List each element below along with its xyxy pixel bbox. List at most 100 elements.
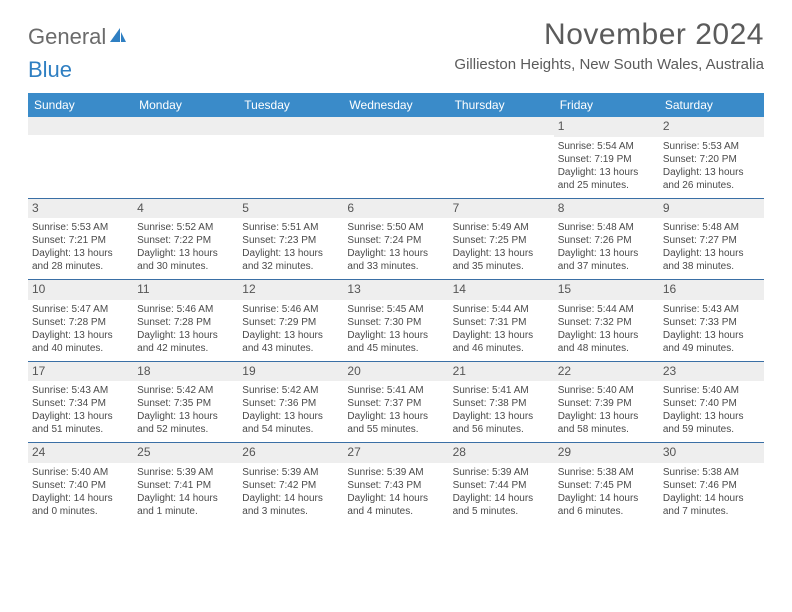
day-number: 13 (343, 280, 448, 300)
day-number: 20 (343, 362, 448, 382)
day-cell: 3Sunrise: 5:53 AMSunset: 7:21 PMDaylight… (28, 199, 133, 280)
day-cell: 6Sunrise: 5:50 AMSunset: 7:24 PMDaylight… (343, 199, 448, 280)
daylight-text: Daylight: 13 hours and 33 minutes. (347, 247, 444, 273)
sunrise-text: Sunrise: 5:40 AM (32, 466, 129, 479)
sunset-text: Sunset: 7:30 PM (347, 316, 444, 329)
day-cell: 23Sunrise: 5:40 AMSunset: 7:40 PMDayligh… (659, 362, 764, 443)
sunrise-text: Sunrise: 5:46 AM (137, 303, 234, 316)
weekday-header-row: Sunday Monday Tuesday Wednesday Thursday… (28, 93, 764, 117)
sunset-text: Sunset: 7:40 PM (32, 479, 129, 492)
daylight-text: Daylight: 13 hours and 45 minutes. (347, 329, 444, 355)
sunrise-text: Sunrise: 5:39 AM (242, 466, 339, 479)
day-cell: 29 Sunrise: 5:38 AMSunset: 7:45 PMDayligh… (554, 443, 659, 524)
day-number: 30 (659, 443, 764, 463)
day-number: 28 (449, 443, 554, 463)
day-cell: 13Sunrise: 5:45 AMSunset: 7:30 PMDayligh… (343, 280, 448, 361)
daylight-text: Daylight: 13 hours and 42 minutes. (137, 329, 234, 355)
day-cell: 11 Sunrise: 5:46 AMSunset: 7:28 PMDayligh… (133, 280, 238, 361)
day-number: 8 (554, 199, 659, 219)
sunrise-text: Sunrise: 5:39 AM (137, 466, 234, 479)
day-number: 11 (133, 280, 238, 300)
logo: General (28, 24, 128, 50)
sunrise-text: Sunrise: 5:54 AM (558, 140, 655, 153)
day-number: 23 (659, 362, 764, 382)
day-cell: 10Sunrise: 5:47 AMSunset: 7:28 PMDayligh… (28, 280, 133, 361)
day-number: 26 (238, 443, 343, 463)
day-cell: 14Sunrise: 5:44 AMSunset: 7:31 PMDayligh… (449, 280, 554, 361)
logo-text-blue: Blue (28, 57, 72, 83)
sunset-text: Sunset: 7:46 PM (663, 479, 760, 492)
sunrise-text: Sunrise: 5:51 AM (242, 221, 339, 234)
sunset-text: Sunset: 7:28 PM (137, 316, 234, 329)
day-cell: 19Sunrise: 5:42 AMSunset: 7:36 PMDayligh… (238, 362, 343, 443)
sunset-text: Sunset: 7:29 PM (242, 316, 339, 329)
day-cell: 27Sunrise: 5:39 AMSunset: 7:43 PMDayligh… (343, 443, 448, 524)
daylight-text: Daylight: 13 hours and 43 minutes. (242, 329, 339, 355)
weekday-header: Saturday (659, 93, 764, 117)
day-cell: 12Sunrise: 5:46 AMSunset: 7:29 PMDayligh… (238, 280, 343, 361)
calendar-page: General November 2024 Gillieston Heights… (0, 0, 792, 524)
daylight-text: Daylight: 13 hours and 49 minutes. (663, 329, 760, 355)
sunrise-text: Sunrise: 5:39 AM (347, 466, 444, 479)
sunrise-text: Sunrise: 5:47 AM (32, 303, 129, 316)
daylight-text: Daylight: 13 hours and 55 minutes. (347, 410, 444, 436)
daylight-text: Daylight: 13 hours and 59 minutes. (663, 410, 760, 436)
sunrise-text: Sunrise: 5:38 AM (558, 466, 655, 479)
sunrise-text: Sunrise: 5:48 AM (663, 221, 760, 234)
calendar-grid: Sunday Monday Tuesday Wednesday Thursday… (28, 93, 764, 524)
week-row: 24Sunrise: 5:40 AMSunset: 7:40 PMDayligh… (28, 443, 764, 524)
sunrise-text: Sunrise: 5:52 AM (137, 221, 234, 234)
sunset-text: Sunset: 7:36 PM (242, 397, 339, 410)
day-number: 27 (343, 443, 448, 463)
sunset-text: Sunset: 7:24 PM (347, 234, 444, 247)
day-number (28, 117, 133, 135)
sunrise-text: Sunrise: 5:38 AM (663, 466, 760, 479)
day-cell: 9Sunrise: 5:48 AMSunset: 7:27 PMDaylight… (659, 199, 764, 280)
daylight-text: Daylight: 14 hours and 7 minutes. (663, 492, 760, 518)
week-row: 10Sunrise: 5:47 AMSunset: 7:28 PMDayligh… (28, 280, 764, 362)
weekday-header: Tuesday (238, 93, 343, 117)
day-number: 29 (554, 443, 659, 463)
weekday-header: Thursday (449, 93, 554, 117)
sunrise-text: Sunrise: 5:40 AM (558, 384, 655, 397)
sunset-text: Sunset: 7:20 PM (663, 153, 760, 166)
day-cell: 24Sunrise: 5:40 AMSunset: 7:40 PMDayligh… (28, 443, 133, 524)
sunset-text: Sunset: 7:40 PM (663, 397, 760, 410)
sunrise-text: Sunrise: 5:42 AM (137, 384, 234, 397)
daylight-text: Daylight: 14 hours and 0 minutes. (32, 492, 129, 518)
sunrise-text: Sunrise: 5:44 AM (453, 303, 550, 316)
week-row: 1Sunrise: 5:54 AMSunset: 7:19 PMDaylight… (28, 117, 764, 199)
day-number: 3 (28, 199, 133, 219)
daylight-text: Daylight: 14 hours and 3 minutes. (242, 492, 339, 518)
day-number (449, 117, 554, 135)
sunrise-text: Sunrise: 5:41 AM (453, 384, 550, 397)
day-number: 10 (28, 280, 133, 300)
daylight-text: Daylight: 13 hours and 46 minutes. (453, 329, 550, 355)
sunrise-text: Sunrise: 5:50 AM (347, 221, 444, 234)
daylight-text: Daylight: 14 hours and 1 minute. (137, 492, 234, 518)
daylight-text: Daylight: 13 hours and 35 minutes. (453, 247, 550, 273)
day-cell: 4Sunrise: 5:52 AMSunset: 7:22 PMDaylight… (133, 199, 238, 280)
logo-text-general: General (28, 24, 106, 50)
day-cell: 21Sunrise: 5:41 AMSunset: 7:38 PMDayligh… (449, 362, 554, 443)
sunset-text: Sunset: 7:38 PM (453, 397, 550, 410)
sunset-text: Sunset: 7:45 PM (558, 479, 655, 492)
day-cell: 18Sunrise: 5:42 AMSunset: 7:35 PMDayligh… (133, 362, 238, 443)
location-text: Gillieston Heights, New South Wales, Aus… (454, 56, 764, 73)
sunset-text: Sunset: 7:42 PM (242, 479, 339, 492)
sunrise-text: Sunrise: 5:53 AM (663, 140, 760, 153)
sunset-text: Sunset: 7:26 PM (558, 234, 655, 247)
day-number (238, 117, 343, 135)
daylight-text: Daylight: 13 hours and 25 minutes. (558, 166, 655, 192)
day-number: 25 (133, 443, 238, 463)
sunset-text: Sunset: 7:22 PM (137, 234, 234, 247)
daylight-text: Daylight: 14 hours and 6 minutes. (558, 492, 655, 518)
sunset-text: Sunset: 7:31 PM (453, 316, 550, 329)
sunset-text: Sunset: 7:23 PM (242, 234, 339, 247)
daylight-text: Daylight: 13 hours and 58 minutes. (558, 410, 655, 436)
day-cell (133, 117, 238, 198)
day-cell: 1Sunrise: 5:54 AMSunset: 7:19 PMDaylight… (554, 117, 659, 198)
sunset-text: Sunset: 7:21 PM (32, 234, 129, 247)
week-row: 3Sunrise: 5:53 AMSunset: 7:21 PMDaylight… (28, 199, 764, 281)
sunset-text: Sunset: 7:37 PM (347, 397, 444, 410)
